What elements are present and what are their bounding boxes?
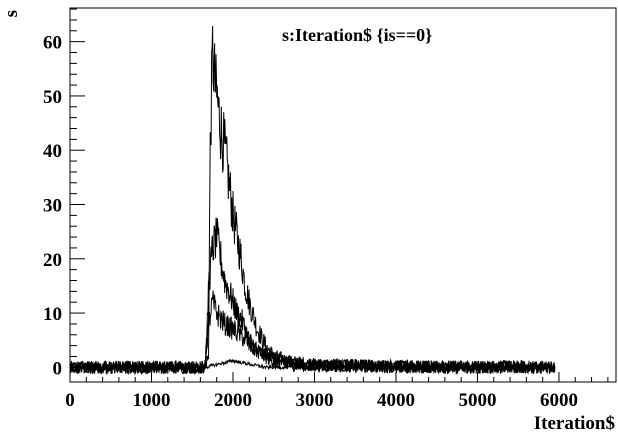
y-tick-label: 10 [43,304,62,325]
series-line [69,25,556,375]
series-line [69,217,556,375]
x-tick-label: 2000 [214,390,252,411]
y-tick-label: 30 [43,195,62,216]
y-tick-label: 20 [43,250,62,271]
x-tick-label: 4000 [377,390,415,411]
series-line [70,358,556,371]
y-axis-title: s [1,10,22,17]
chart-title: s:Iteration$ {is==0} [282,25,432,45]
x-axis-ticks: 0 1000 2000 3000 4000 5000 6000 [65,372,609,411]
x-tick-label: 3000 [295,390,333,411]
series-layer [69,25,556,376]
x-tick-label: 5000 [458,390,496,411]
y-tick-label: 40 [43,141,62,162]
y-axis-ticks: 0 10 20 30 40 50 60 [43,8,85,379]
x-tick-label: 0 [65,390,75,411]
x-tick-label: 6000 [540,390,578,411]
y-tick-label: 50 [43,87,62,108]
y-tick-label: 60 [43,33,62,54]
y-tick-label: 0 [53,358,63,379]
x-axis-title: Iteration$ [534,413,615,434]
x-tick-label: 1000 [132,390,170,411]
plot-frame [69,7,617,383]
